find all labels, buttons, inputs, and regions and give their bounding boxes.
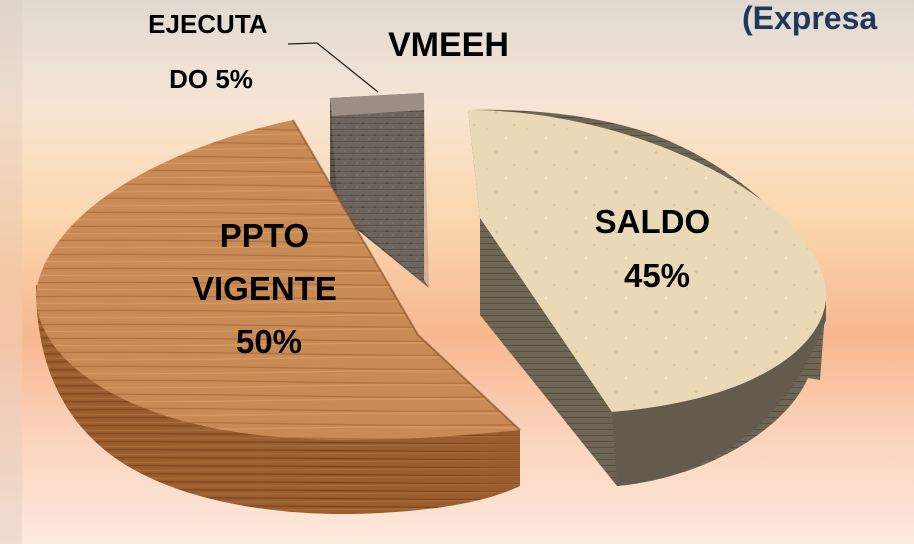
pie-slice-ejecutado bbox=[330, 93, 429, 288]
leader-line bbox=[287, 42, 379, 93]
chart-subtitle: (Expresa bbox=[742, 0, 878, 36]
background-haze bbox=[0, 0, 914, 110]
pie-slice-saldo bbox=[468, 109, 827, 486]
label-ppto-line-3: 50% bbox=[236, 323, 302, 360]
chart-title: VMEEH bbox=[388, 26, 509, 64]
label-ppto-line-2: VIGENTE bbox=[192, 270, 337, 307]
label-ejecutado: EJECUTA DO 5% bbox=[148, 9, 274, 94]
pie-slice-ppto-vigente bbox=[36, 119, 521, 515]
label-saldo: SALDO 45% bbox=[595, 203, 720, 294]
label-ppto-line-1: PPTO bbox=[220, 217, 309, 254]
background-edge bbox=[0, 0, 22, 544]
label-ppto-vigente: PPTO VIGENTE 50% bbox=[192, 217, 346, 360]
label-ejecutado-line-2: DO 5% bbox=[169, 64, 253, 94]
label-ejecutado-line-1: EJECUTA bbox=[148, 9, 268, 39]
label-saldo-line-1: SALDO bbox=[595, 203, 711, 240]
label-saldo-line-2: 45% bbox=[624, 257, 690, 294]
